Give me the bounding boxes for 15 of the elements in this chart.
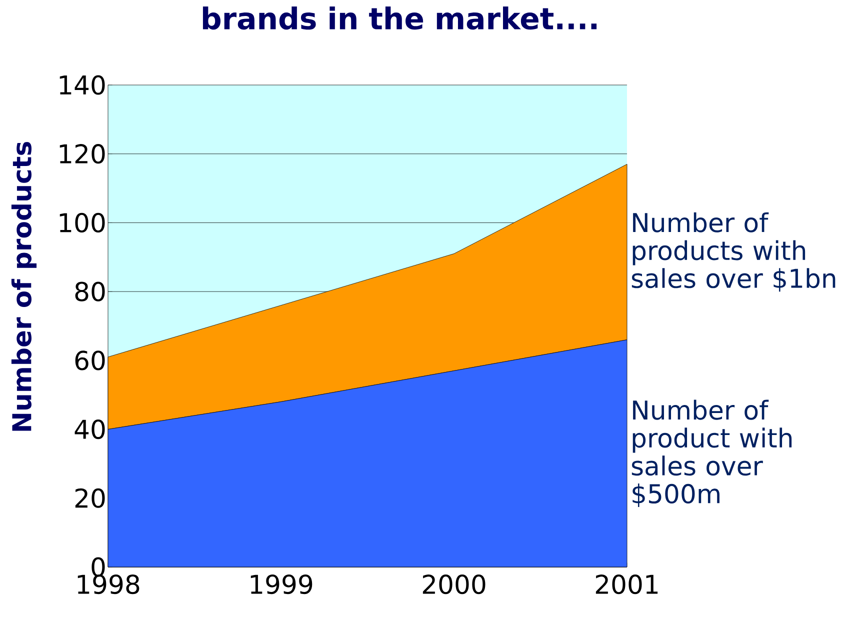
x-tick-label: 2000 — [422, 574, 486, 594]
y-tick-label: 40 — [74, 419, 105, 440]
series-label: Number of product with sales over $500m — [632, 400, 792, 507]
y-tick-label: 60 — [75, 350, 105, 370]
chart-title: brands in the market.... — [202, 6, 597, 30]
x-tick-label: 1998 — [78, 574, 140, 594]
x-tick-label: 1999 — [250, 574, 312, 594]
y-tick-label: 140 — [60, 75, 105, 95]
x-tick-label: 2001 — [596, 574, 658, 594]
series-label: Number of products with sales over $1bn — [632, 212, 836, 292]
y-tick-label: 20 — [75, 488, 105, 508]
y-axis-title: Number of products — [11, 142, 37, 431]
y-tick-label: 120 — [60, 144, 105, 164]
y-tick-label: 80 — [75, 282, 105, 302]
y-tick-label: 100 — [60, 212, 105, 232]
